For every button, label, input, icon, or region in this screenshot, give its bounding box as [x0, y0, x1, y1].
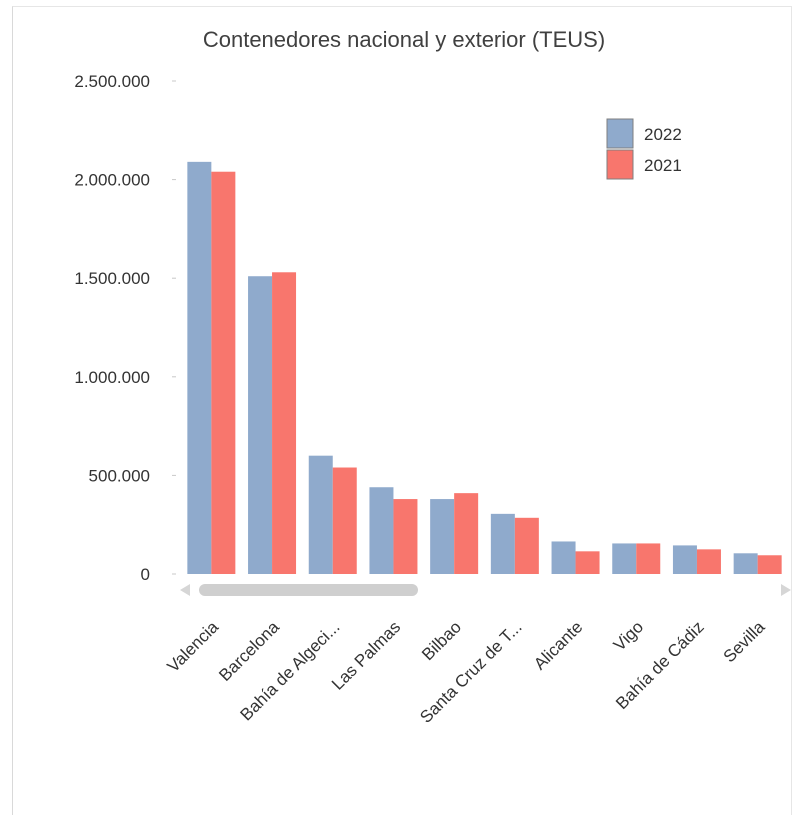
x-category-label: Alicante — [530, 617, 586, 673]
bar-2021-4[interactable] — [454, 493, 479, 574]
bar-2022-2[interactable] — [308, 455, 333, 574]
x-category-label: Sevilla — [720, 617, 769, 666]
y-tick-label: 0 — [141, 565, 150, 584]
y-tick-label: 1.000.000 — [74, 368, 150, 387]
legend-swatch — [606, 149, 634, 180]
bar-2022-4[interactable] — [430, 499, 455, 574]
bars — [187, 161, 782, 575]
bar-2022-5[interactable] — [490, 513, 515, 574]
x-category-label: Santa Cruz de T... — [416, 617, 525, 726]
bar-2021-7[interactable] — [636, 543, 661, 574]
scroll-left-arrow-icon[interactable] — [180, 584, 190, 596]
y-axis: 0 500.000 1.000.000 1.500.000 2.000.000 2.500… — [74, 72, 176, 584]
bar-2022-9[interactable] — [733, 553, 758, 574]
bar-2022-1[interactable] — [248, 276, 273, 574]
scroll-right-arrow-icon[interactable] — [781, 584, 791, 596]
bar-2022-7[interactable] — [612, 543, 637, 574]
bar-2021-6[interactable] — [575, 551, 600, 574]
chart-frame — [12, 6, 792, 815]
bar-2021-0[interactable] — [211, 171, 236, 574]
bar-2021-1[interactable] — [272, 272, 297, 574]
scrollbar-thumb[interactable] — [199, 584, 418, 596]
bar-2022-3[interactable] — [369, 487, 394, 574]
bar-2021-3[interactable] — [393, 499, 418, 574]
bar-2022-0[interactable] — [187, 161, 212, 575]
y-tick-label: 1.500.000 — [74, 269, 150, 288]
y-tick-label: 2.000.000 — [74, 171, 150, 190]
y-tick-label: 500.000 — [89, 466, 150, 485]
bar-2021-9[interactable] — [757, 555, 782, 574]
bar-2022-6[interactable] — [551, 541, 576, 574]
x-category-label: Bilbao — [418, 617, 465, 664]
legend-label: 2021 — [644, 156, 682, 175]
bar-2021-8[interactable] — [696, 549, 721, 574]
legend-label: 2022 — [644, 125, 682, 144]
horizontal-scrollbar[interactable] — [180, 584, 791, 596]
bar-2022-8[interactable] — [672, 545, 697, 574]
y-tick-label: 2.500.000 — [74, 72, 150, 91]
chart-title: Contenedores nacional y exterior (TEUS) — [203, 27, 605, 52]
bar-2021-2[interactable] — [332, 467, 357, 574]
legend-swatch — [606, 118, 634, 149]
x-category-label: Vigo — [610, 617, 647, 654]
legend: 2022 2021 — [606, 118, 682, 180]
x-category-label: Valencia — [164, 617, 223, 676]
bar-2021-5[interactable] — [514, 517, 539, 574]
